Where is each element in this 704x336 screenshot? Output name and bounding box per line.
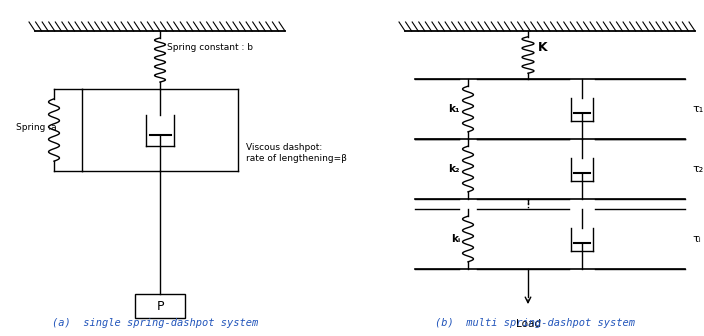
Text: k₁: k₁ bbox=[448, 104, 460, 114]
Text: τᵢ: τᵢ bbox=[692, 234, 700, 244]
Text: Load: Load bbox=[515, 319, 541, 329]
Text: K: K bbox=[538, 41, 548, 53]
Text: (b)  multi spring-dashpot system: (b) multi spring-dashpot system bbox=[435, 318, 635, 328]
Text: Spring :a: Spring :a bbox=[16, 124, 56, 132]
Text: τ₁: τ₁ bbox=[692, 104, 703, 114]
Text: Viscous dashpot:
rate of lengthening=β: Viscous dashpot: rate of lengthening=β bbox=[246, 143, 347, 163]
FancyBboxPatch shape bbox=[135, 294, 185, 318]
Text: Spring constant : b: Spring constant : b bbox=[167, 43, 253, 52]
Text: (a)  single spring-dashpot system: (a) single spring-dashpot system bbox=[52, 318, 258, 328]
Text: P: P bbox=[156, 299, 164, 312]
Text: k₂: k₂ bbox=[448, 164, 460, 174]
Text: τ₂: τ₂ bbox=[692, 164, 703, 174]
Text: kᵢ: kᵢ bbox=[451, 234, 460, 244]
